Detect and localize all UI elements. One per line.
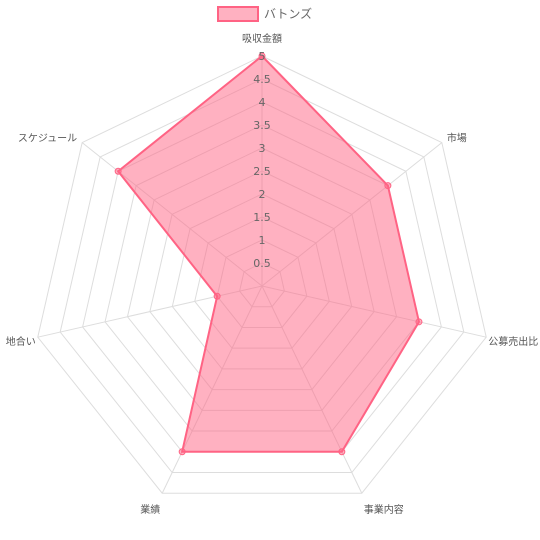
data-point[interactable] bbox=[213, 292, 221, 300]
tick-label: 3.5 bbox=[253, 119, 271, 132]
tick-label: 5 bbox=[259, 50, 266, 63]
series-layer bbox=[114, 52, 423, 456]
axis-label: 市場 bbox=[447, 132, 467, 145]
data-point[interactable] bbox=[384, 182, 392, 190]
data-point[interactable] bbox=[338, 448, 346, 456]
grid-ring bbox=[59, 78, 465, 474]
tick-label: 4.5 bbox=[253, 73, 271, 86]
legend-label: バトンズ bbox=[264, 6, 312, 21]
data-point[interactable] bbox=[178, 448, 186, 456]
legend-swatch bbox=[217, 6, 259, 22]
data-point[interactable] bbox=[114, 167, 122, 175]
axis-label: 吸収金額 bbox=[242, 32, 282, 45]
tick-label: 0.5 bbox=[253, 257, 271, 270]
tick-label: 2 bbox=[259, 188, 266, 201]
tick-label: 3 bbox=[259, 142, 266, 155]
tick-label: 1 bbox=[259, 234, 266, 247]
tick-label: 4 bbox=[259, 96, 266, 109]
tick-label: 1.5 bbox=[253, 211, 271, 224]
axis-label: 事業内容 bbox=[364, 503, 404, 516]
axis-label: スケジュール bbox=[18, 133, 77, 145]
axis-label: 地合い bbox=[6, 335, 36, 348]
data-point[interactable] bbox=[415, 318, 423, 326]
axis-label: 公募売出比 bbox=[488, 335, 538, 348]
grid-ring bbox=[37, 55, 487, 494]
data-point[interactable] bbox=[258, 52, 266, 60]
legend[interactable]: バトンズ bbox=[217, 6, 312, 22]
tick-labels: 0.5 1 1.5 2 2.5 3 3.5 4 4.5 5 bbox=[253, 50, 271, 270]
series-area bbox=[116, 54, 421, 453]
tick-label: 2.5 bbox=[253, 165, 271, 178]
axis-label: 業績 bbox=[140, 503, 160, 516]
